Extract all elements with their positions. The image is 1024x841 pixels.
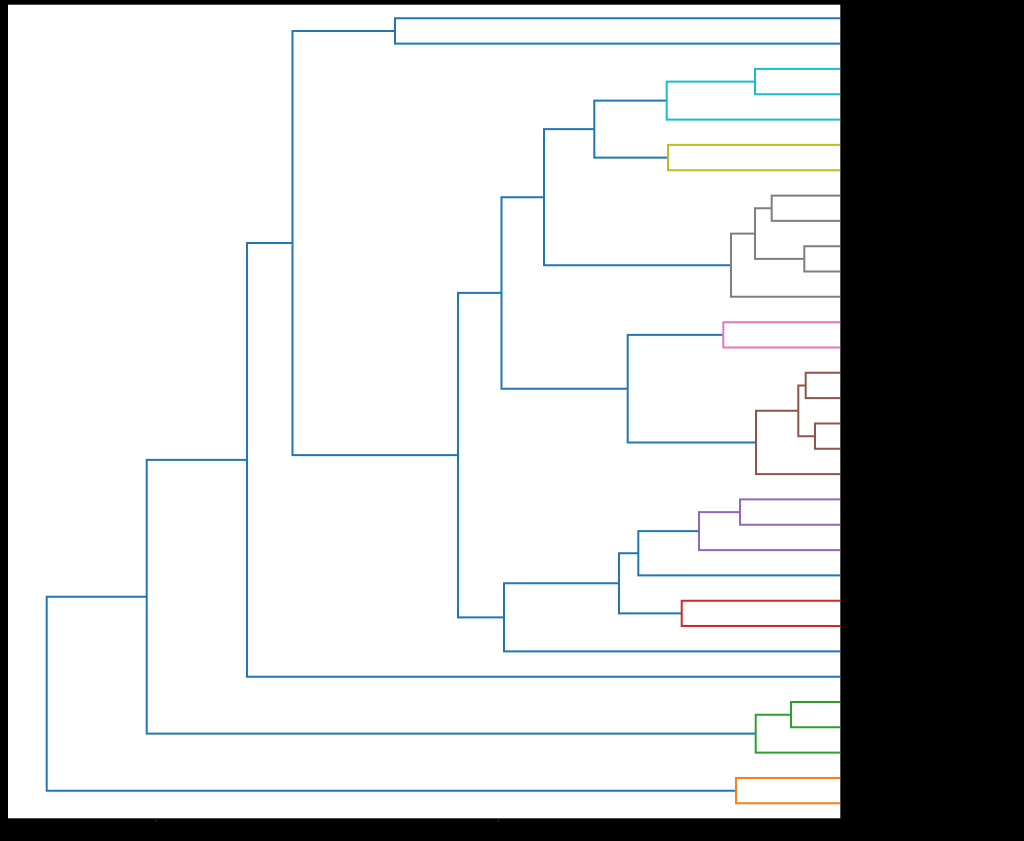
dendrogram-link-olive — [667, 143, 841, 172]
dendrogram-link-green — [754, 713, 841, 754]
dendrogram-link-red — [680, 599, 841, 627]
dendrogram-link-blue — [626, 333, 756, 444]
plot-area — [8, 4, 841, 819]
x-axis-ticks — [154, 818, 500, 822]
dendrogram-link-orange — [735, 777, 841, 805]
dendrogram-link-cyan — [665, 80, 841, 121]
dendrogram-link-gray — [730, 232, 841, 298]
dendrogram-link-blue — [457, 291, 504, 619]
dendrogram-link-purple — [698, 511, 841, 552]
dendrogram-links — [45, 17, 841, 805]
dendrogram-link-pink — [722, 321, 841, 349]
dendrogram-link-blue — [45, 595, 736, 792]
dendrogram-link-blue — [503, 582, 841, 653]
dendrogram-link-brown — [755, 409, 841, 476]
